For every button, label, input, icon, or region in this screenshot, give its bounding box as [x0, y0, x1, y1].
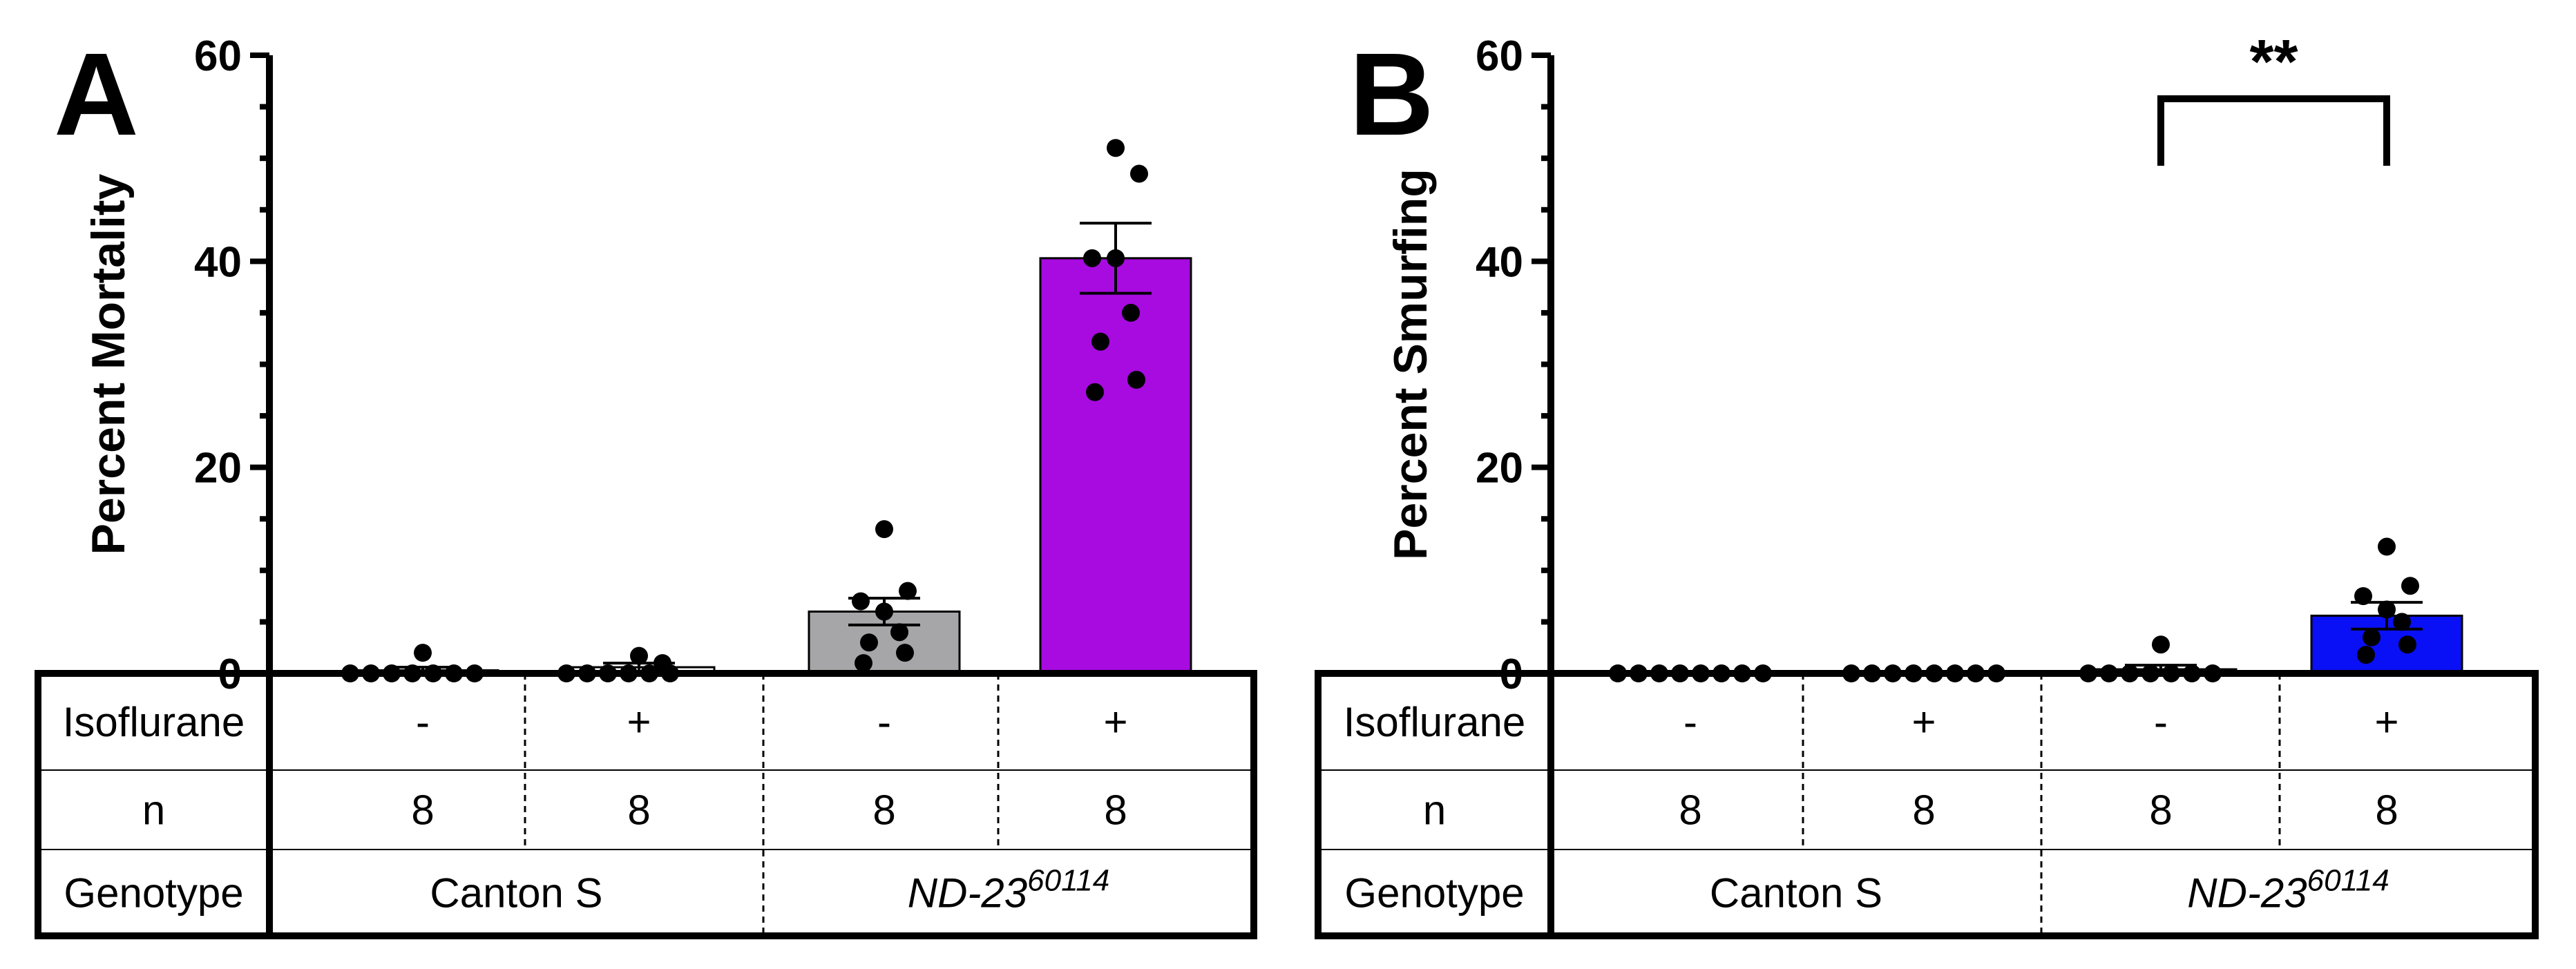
- n-cell: 8: [872, 787, 895, 834]
- y-tick-label: 60: [1476, 32, 1523, 80]
- table-frame: [35, 670, 1257, 939]
- data-point: [1107, 249, 1125, 267]
- n-cell: 8: [1104, 787, 1127, 834]
- data-point: [2354, 587, 2372, 606]
- genotype-cell: ND-2360114: [908, 864, 1109, 917]
- data-point: [896, 644, 914, 662]
- table-row-label: Genotype: [64, 870, 243, 917]
- isoflurane-cell: -: [416, 699, 430, 745]
- data-point: [2378, 537, 2396, 556]
- table-frame: [1315, 670, 2539, 939]
- genotype-name: ND-23: [908, 870, 1027, 917]
- data-point: [1130, 164, 1148, 183]
- data-point: [899, 582, 917, 600]
- data-point: [890, 623, 908, 642]
- significance-label: **: [2249, 28, 2298, 97]
- n-cell: 8: [2149, 787, 2172, 834]
- data-point: [1083, 249, 1101, 267]
- data-point: [1127, 370, 1145, 389]
- genotype-name: Canton S: [1710, 870, 1882, 917]
- significance-bracket: [2157, 95, 2390, 166]
- n-cell: 8: [411, 787, 434, 834]
- genotype-superscript: 60114: [1027, 864, 1109, 898]
- table-row-label: Genotype: [1344, 870, 1524, 917]
- genotype-cell: ND-2360114: [2187, 864, 2389, 917]
- data-point: [2393, 613, 2411, 631]
- data-point: [414, 644, 432, 662]
- isoflurane-cell: +: [627, 699, 651, 745]
- isoflurane-cell: +: [1911, 699, 1936, 745]
- isoflurane-cell: +: [1103, 699, 1127, 745]
- data-point: [2357, 646, 2375, 664]
- n-cell: 8: [2375, 787, 2398, 834]
- n-cell: 8: [627, 787, 650, 834]
- data-point: [1107, 139, 1125, 157]
- table-row-label: Isoflurane: [1344, 699, 1526, 745]
- y-tick-label: 20: [1476, 445, 1523, 492]
- y-tick-label: 60: [194, 32, 242, 80]
- data-point: [875, 602, 893, 621]
- y-tick-label: 20: [194, 445, 242, 492]
- y-axis-title: Percent Smurfing: [1384, 169, 1437, 560]
- y-tick-label: 40: [1476, 238, 1523, 286]
- genotype-cell: Canton S: [430, 870, 602, 917]
- genotype-name: Canton S: [430, 870, 602, 917]
- data-point: [852, 592, 870, 611]
- panel-letter: B: [1349, 29, 1434, 160]
- table-row-label: n: [142, 787, 165, 834]
- n-cell: 8: [1912, 787, 1935, 834]
- data-point: [1122, 303, 1140, 322]
- data-point: [2401, 577, 2419, 595]
- isoflurane-cell: -: [877, 699, 891, 745]
- data-point: [860, 633, 878, 652]
- isoflurane-cell: -: [2154, 699, 2168, 745]
- data-point: [1091, 332, 1109, 351]
- data-point: [855, 654, 872, 673]
- isoflurane-cell: -: [1683, 699, 1697, 745]
- genotype-name: ND-23: [2187, 870, 2307, 917]
- data-point: [2152, 635, 2170, 654]
- y-tick-label: 40: [194, 238, 242, 286]
- panel-letter: A: [54, 29, 139, 160]
- table-row-label: Isoflurane: [63, 699, 245, 745]
- genotype-cell: Canton S: [1710, 870, 1882, 917]
- data-point: [2363, 628, 2381, 646]
- data-point: [630, 646, 648, 665]
- data-point: [2378, 600, 2396, 619]
- n-cell: 8: [1679, 787, 1701, 834]
- genotype-superscript: 60114: [2307, 864, 2389, 898]
- isoflurane-cell: +: [2374, 699, 2398, 745]
- y-axis-title: Percent Mortality: [82, 173, 135, 555]
- data-point: [2398, 635, 2416, 654]
- table-row-label: n: [1423, 787, 1446, 834]
- data-point: [875, 520, 893, 539]
- data-point: [653, 654, 671, 673]
- bar-4: [1039, 257, 1192, 675]
- data-point: [1086, 383, 1104, 401]
